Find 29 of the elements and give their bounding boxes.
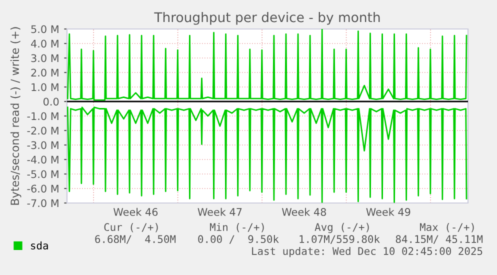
text: Cur (-/+) <box>104 223 158 232</box>
y-tick-label: 4.0 M <box>31 40 58 48</box>
legend-label: sda <box>31 241 48 250</box>
chart-title: Throughput per device - by month <box>154 12 380 25</box>
text: 84.15M/ 45.11M <box>396 235 483 244</box>
y-tick-label: 1.0 M <box>32 83 58 92</box>
x-tick-label: Week 46 <box>113 208 158 216</box>
x-tick-label: Week 47 <box>198 208 242 216</box>
y-tick-label: -2.0 M <box>27 126 58 135</box>
x-tick-label: Week 49 <box>366 208 410 216</box>
text: Max (-/+) <box>420 223 474 232</box>
y-tick-label: 3.0 M <box>31 54 58 62</box>
y-tick-label: 2.0 M <box>31 68 58 77</box>
y-tick-label: -6.0 M <box>27 184 58 193</box>
y-tick-label: 0.0 <box>43 98 59 106</box>
y-tick-label: -3.0 M <box>27 141 58 150</box>
y-tick-label: -7.0 M <box>27 199 58 208</box>
text: 6.68M/ 4.50M <box>95 235 176 244</box>
y-axis-title: Bytes/second read (-) / write (+) <box>10 27 22 205</box>
text: Avg (-/+) <box>314 222 369 234</box>
x-tick-label: Week 48 <box>282 208 326 216</box>
y-tick-label: -4.0 M <box>27 156 58 164</box>
text: Last update: Wed Dec 10 02:45:00 2025 <box>252 246 482 258</box>
y-tick-label: -1.0 M <box>27 112 58 120</box>
y-tick-label: 5.0 M <box>31 25 58 34</box>
text: Min (-/+) <box>210 222 264 232</box>
text: 0.00 / 9.50k <box>198 234 279 244</box>
y-tick-label: -5.0 M <box>27 170 58 178</box>
text: 1.07M/559.80k <box>300 234 380 244</box>
